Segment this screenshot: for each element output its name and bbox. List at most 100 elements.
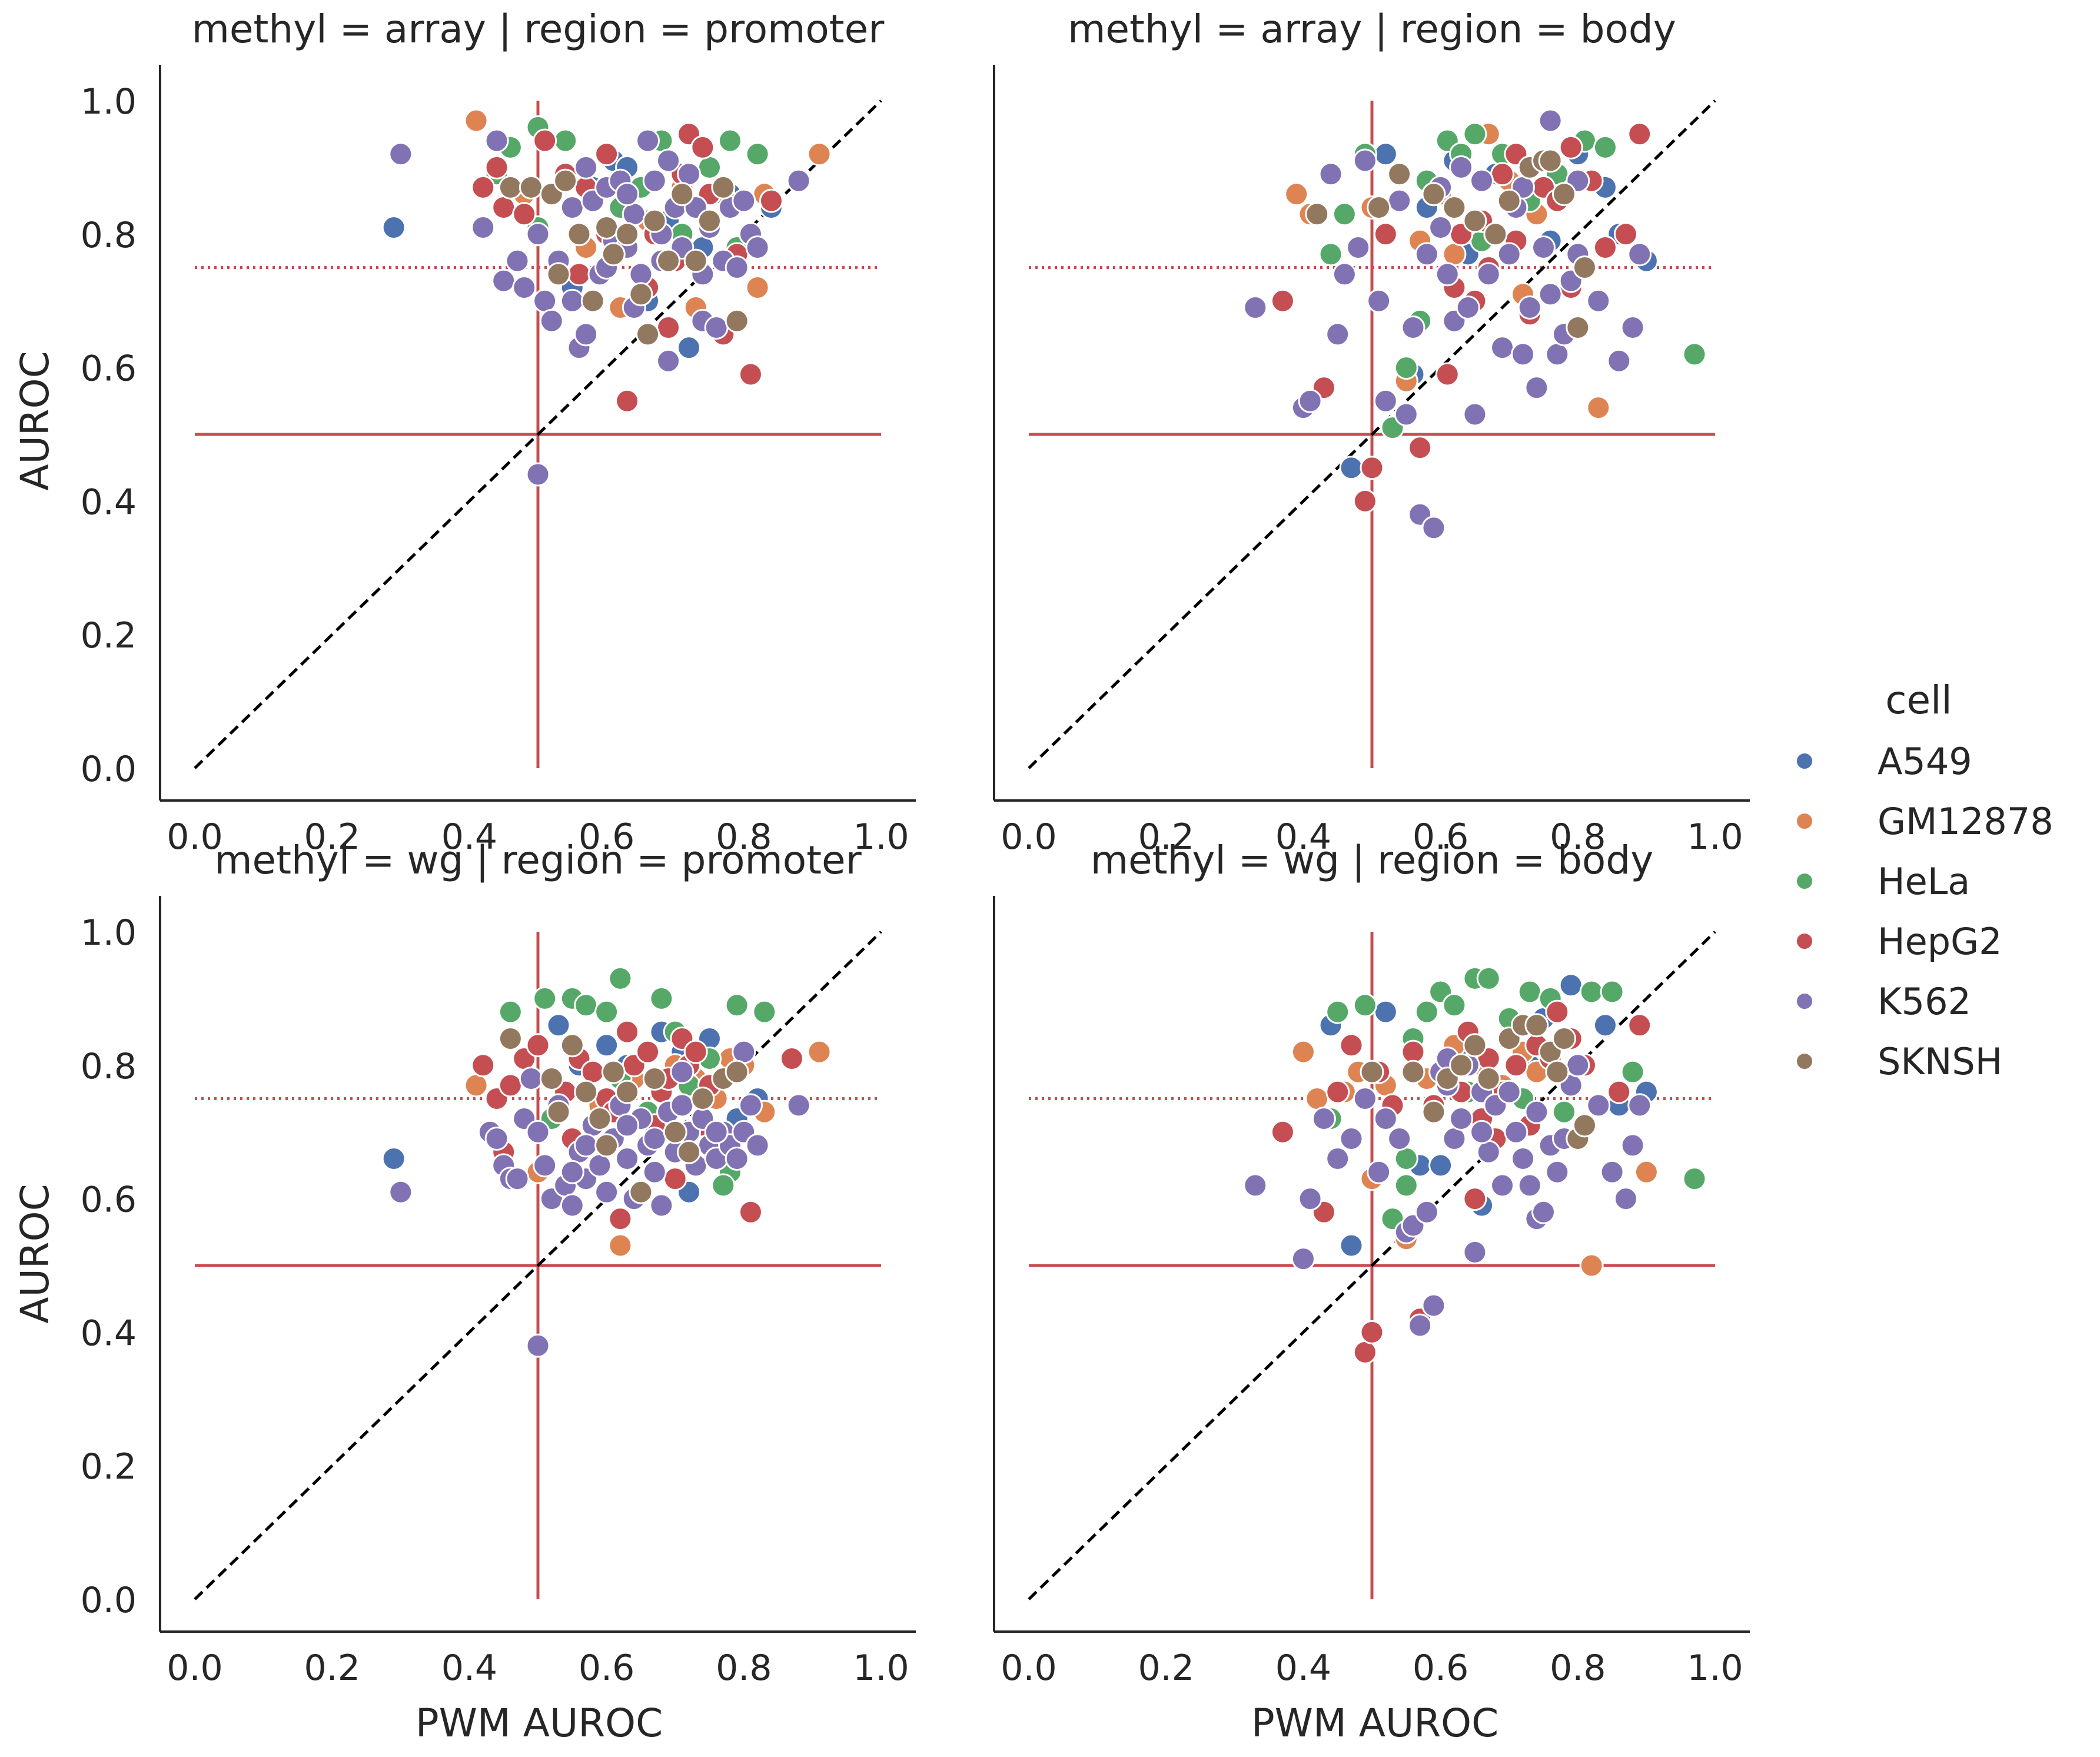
data-point-sknsh <box>725 1059 749 1084</box>
data-point-k562 <box>1524 1100 1549 1124</box>
y-tick-label: 0.8 <box>81 1046 137 1087</box>
data-point-k562 <box>629 262 653 287</box>
data-point-k562 <box>1620 1133 1645 1158</box>
data-point-hepg2 <box>1270 1120 1295 1144</box>
series-sknsh <box>1305 148 1597 340</box>
legend-marker-gm12878 <box>1796 812 1813 830</box>
x-tick-label: 0.0 <box>167 816 222 858</box>
data-point-k562 <box>1497 1080 1521 1104</box>
data-point-k562 <box>1298 1187 1323 1211</box>
data-point-k562 <box>1470 1120 1494 1144</box>
x-tick-label: 0.4 <box>441 816 497 858</box>
x-tick-label: 0.4 <box>441 1648 497 1689</box>
data-point-k562 <box>1538 282 1563 307</box>
data-point-a549 <box>381 1147 406 1171</box>
data-point-hepg2 <box>512 202 537 227</box>
data-point-sknsh <box>1442 195 1467 220</box>
data-point-k562 <box>636 128 660 153</box>
data-point-k562 <box>1421 516 1446 540</box>
data-point-hela <box>752 999 777 1024</box>
data-point-k562 <box>1490 336 1515 360</box>
data-point-hepg2 <box>690 135 715 160</box>
data-point-sknsh <box>670 182 695 207</box>
data-point-k562 <box>1476 1140 1501 1164</box>
data-point-hepg2 <box>1408 436 1433 460</box>
data-point-hela <box>649 986 674 1011</box>
legend: cell A549 GM12878 HeLa HepG2 K562 SKNSH <box>1796 677 2054 1083</box>
data-point-sknsh <box>636 322 660 347</box>
data-point-hela <box>608 966 633 991</box>
data-point-hela <box>553 128 578 153</box>
data-point-a549 <box>381 215 406 240</box>
data-point-hepg2 <box>656 315 681 340</box>
data-point-hepg2 <box>615 388 640 413</box>
data-point-sknsh <box>594 1133 619 1158</box>
data-point-gm12878 <box>464 108 489 133</box>
data-point-sknsh <box>567 222 592 247</box>
data-point-sknsh <box>642 1066 667 1091</box>
data-point-hepg2 <box>1593 235 1617 260</box>
data-point-hela <box>1593 135 1617 160</box>
data-point-hepg2 <box>608 1207 633 1231</box>
data-point-k562 <box>1298 388 1323 413</box>
data-point-k562 <box>594 1180 619 1204</box>
data-point-k562 <box>1373 1107 1398 1131</box>
data-point-k562 <box>1367 1160 1391 1184</box>
data-point-sknsh <box>1421 182 1446 207</box>
data-point-hepg2 <box>759 188 783 213</box>
data-point-sknsh <box>683 248 708 273</box>
data-point-sknsh <box>1572 255 1597 280</box>
data-point-k562 <box>1449 1107 1474 1131</box>
data-point-k562 <box>1243 1173 1268 1198</box>
x-tick-label: 0.4 <box>1275 1648 1331 1689</box>
data-point-a549 <box>1373 999 1398 1024</box>
data-point-hepg2 <box>471 175 496 200</box>
data-point-hepg2 <box>526 1033 550 1058</box>
data-point-sknsh <box>1360 1059 1384 1084</box>
data-point-k562 <box>1463 402 1487 427</box>
data-point-hela <box>1332 202 1357 227</box>
data-point-k562 <box>533 288 557 313</box>
data-point-k562 <box>725 1147 749 1171</box>
data-point-sknsh <box>1476 1066 1501 1091</box>
data-point-hepg2 <box>533 128 557 153</box>
data-point-hepg2 <box>1545 999 1570 1024</box>
data-point-sknsh <box>615 222 640 247</box>
data-point-sknsh <box>615 1080 640 1104</box>
data-point-hela <box>1551 1100 1576 1124</box>
data-point-k562 <box>786 168 811 193</box>
y-tick-label: 0.8 <box>81 215 137 256</box>
data-point-sknsh <box>1538 148 1563 173</box>
data-point-a549 <box>1428 1153 1453 1178</box>
x-axis-label-left: PWM AUROC <box>416 1700 663 1746</box>
series-sknsh <box>498 1026 749 1204</box>
data-point-hela <box>1414 999 1439 1024</box>
panel-title: methyl = array | region = promoter <box>192 6 885 52</box>
x-tick-label: 1.0 <box>1687 1648 1743 1689</box>
data-point-k562 <box>1497 242 1521 267</box>
data-point-k562 <box>1607 348 1632 373</box>
x-axis-label-right: PWM AUROC <box>1251 1700 1498 1746</box>
x-tick-label: 1.0 <box>853 816 909 858</box>
data-point-k562 <box>1613 1187 1638 1211</box>
data-point-k562 <box>1435 262 1460 287</box>
data-point-hepg2 <box>1360 456 1384 480</box>
data-point-sknsh <box>725 308 749 333</box>
data-point-k562 <box>505 248 530 273</box>
data-point-hepg2 <box>1613 222 1638 247</box>
data-point-k562 <box>574 322 599 347</box>
legend-marker-k562 <box>1796 992 1813 1010</box>
data-point-k562 <box>388 1180 413 1204</box>
data-point-gm12878 <box>608 1233 633 1258</box>
data-point-hela <box>594 999 619 1024</box>
series-a549 <box>1318 142 1659 480</box>
data-point-gm12878 <box>1442 242 1467 267</box>
data-point-k562 <box>642 168 667 193</box>
legend-label-k562: K562 <box>1878 980 1971 1023</box>
x-tick-label: 0.2 <box>1138 816 1194 858</box>
data-point-k562 <box>1373 388 1398 413</box>
data-point-hepg2 <box>1559 135 1583 160</box>
data-point-sknsh <box>539 1066 564 1091</box>
data-point-hepg2 <box>1401 1039 1426 1064</box>
data-point-hela <box>1620 1059 1645 1084</box>
